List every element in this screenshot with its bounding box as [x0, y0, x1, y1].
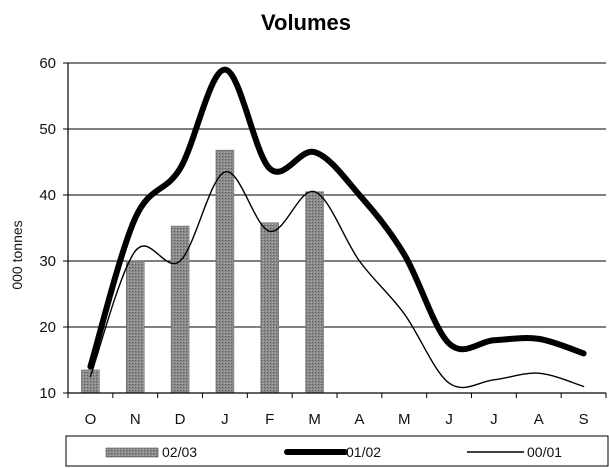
y-tick-label: 10 [39, 385, 56, 402]
y-tick-label: 50 [39, 121, 56, 138]
y-tick-label: 40 [39, 187, 56, 204]
y-tick-label: 60 [39, 55, 56, 72]
x-tick-label: J [221, 411, 229, 428]
bar-1 [126, 260, 145, 394]
legend-label-series-0: 02/03 [162, 444, 197, 460]
x-tick-label: M [308, 411, 321, 428]
x-tick-label: O [85, 411, 97, 428]
x-tick-label: M [398, 411, 411, 428]
series-line-2 [89, 171, 585, 389]
bar-5 [305, 191, 324, 394]
gridlines [68, 62, 606, 394]
x-tick-label: S [579, 411, 589, 428]
y-tick-labels: 10 20 30 40 50 60 [39, 55, 56, 402]
x-tick-label: J [445, 411, 453, 428]
legend-label-series-2: 00/01 [527, 444, 562, 460]
x-tick-label: A [534, 411, 544, 428]
bar-3 [215, 149, 235, 394]
y-tick-label: 30 [39, 253, 56, 270]
x-tick-label: A [354, 411, 364, 428]
x-tick-label: J [490, 411, 498, 428]
y-tick-label: 20 [39, 319, 56, 336]
legend-swatch-bar [105, 447, 159, 458]
y-axis-label: 000 tonnes [9, 220, 25, 289]
chart-title: Volumes [261, 10, 351, 35]
bar-0 [81, 369, 100, 394]
legend: 02/03 01/02 00/01 [65, 435, 609, 467]
legend-box [65, 435, 609, 467]
x-tick-label: F [265, 411, 274, 428]
legend-label-series-1: 01/02 [346, 444, 381, 460]
series-line-1 [87, 66, 587, 370]
bar-4 [260, 222, 279, 394]
x-tick-label: N [130, 411, 141, 428]
bars-series [81, 149, 324, 394]
line-series [87, 66, 587, 389]
x-tick-label: D [175, 411, 186, 428]
axes [63, 62, 607, 398]
